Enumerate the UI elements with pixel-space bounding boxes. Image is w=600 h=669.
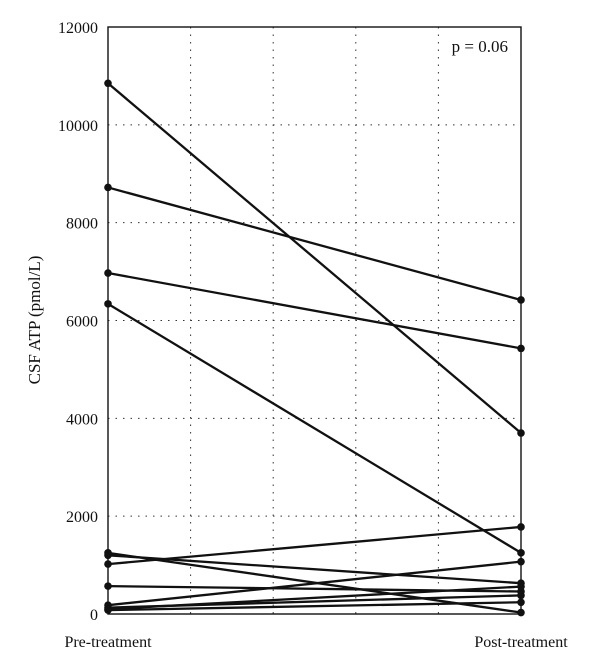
series-line (107, 560, 522, 607)
data-point (517, 557, 525, 566)
data-point (104, 269, 112, 277)
series-line (107, 525, 522, 566)
grid (108, 27, 521, 614)
series-line (107, 585, 522, 611)
x-tick-label: Post-treatment (474, 634, 568, 651)
y-tick-label: 12000 (58, 20, 98, 37)
series-group (104, 79, 525, 617)
data-point (104, 582, 112, 590)
data-point (104, 606, 112, 614)
y-tick-label: 8000 (66, 216, 98, 233)
data-point (104, 79, 112, 88)
data-point (104, 560, 112, 568)
y-tick-label: 2000 (66, 509, 98, 526)
x-axis: Pre-treatment Post-treatment (64, 634, 568, 651)
y-tick-label: 0 (90, 607, 98, 624)
data-point (104, 300, 112, 308)
data-point (517, 296, 525, 304)
data-point (517, 598, 525, 607)
data-point (517, 591, 525, 600)
y-tick-label: 10000 (58, 118, 98, 135)
y-axis-label: CSF ATP (pmol/L) (25, 256, 44, 385)
data-point (517, 582, 525, 591)
data-point (104, 183, 112, 192)
data-point (517, 523, 525, 531)
series-line (107, 82, 522, 434)
data-point (517, 549, 525, 557)
data-point (517, 344, 525, 353)
plot-frame (107, 26, 522, 615)
y-tick-label: 4000 (66, 411, 98, 428)
data-point (104, 551, 112, 560)
series-line (107, 554, 522, 585)
series-line (107, 186, 522, 302)
series-line (107, 302, 522, 554)
data-point (517, 608, 525, 617)
data-point (517, 429, 525, 437)
x-tick-label: Pre-treatment (64, 634, 152, 651)
series-line (107, 271, 522, 350)
y-axis: 0 2000 4000 6000 8000 10000 12000 (58, 20, 98, 624)
series-line (107, 601, 522, 612)
y-tick-label: 6000 (66, 314, 98, 331)
p-value-annotation: p = 0.06 (452, 37, 508, 56)
